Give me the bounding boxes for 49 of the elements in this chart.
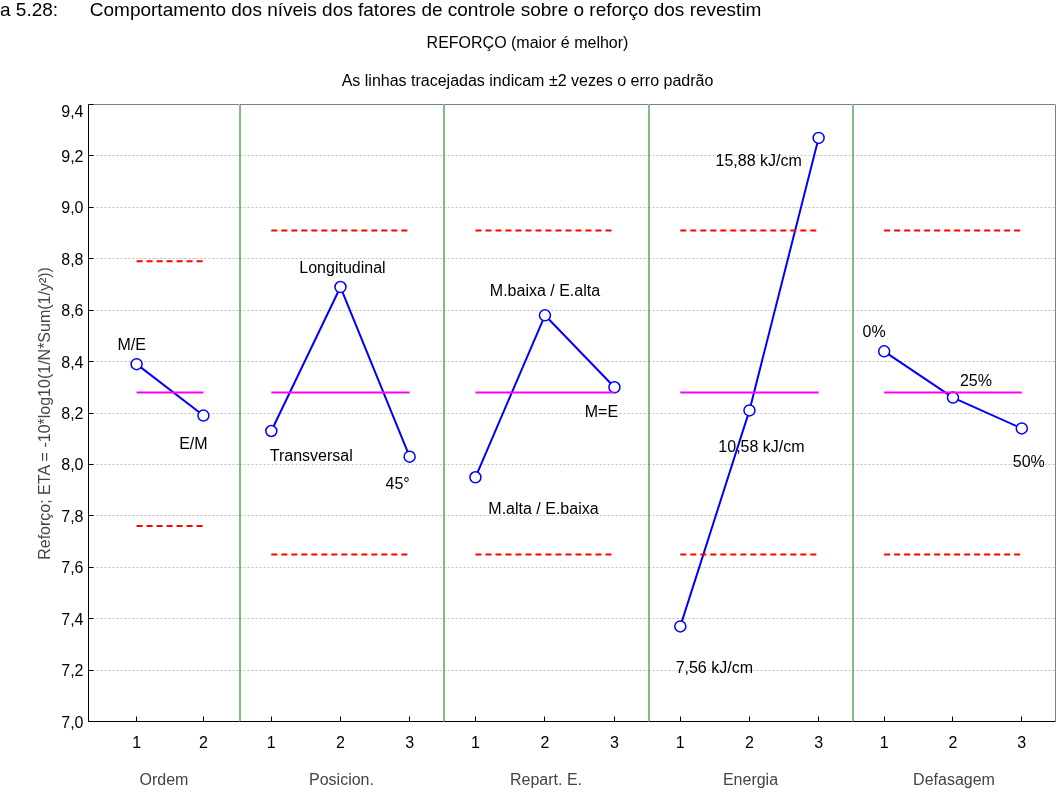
y-tick-label: 9,4: [61, 102, 84, 120]
y-tick-label: 8,4: [61, 353, 84, 371]
x-tick-label: 1: [471, 733, 481, 751]
x-tick-label: 3: [405, 733, 415, 751]
y-tick-label: 9,2: [61, 147, 84, 165]
x-tick-label: 1: [266, 733, 276, 751]
x-tick-label: 2: [948, 733, 958, 751]
y-axis-title: Reforço; ETA = -10*log10(1/N*Sum(1/y²)): [36, 267, 54, 560]
annotation: E/M: [179, 435, 208, 453]
x-tick-label: 3: [610, 733, 619, 751]
x-tick-label: 2: [336, 733, 346, 751]
x-axis-title: Energia: [722, 770, 779, 788]
y-tick-label: 8,0: [61, 456, 84, 474]
y-tick-label: 7,4: [61, 610, 84, 628]
y-tick-label: 9,0: [61, 199, 84, 217]
annotation: M.baixa / E.alta: [489, 281, 601, 299]
annotation: M=E: [584, 402, 619, 420]
y-tick-label: 8,2: [61, 405, 84, 422]
y-tick-label: 7,2: [61, 662, 84, 680]
x-tick-label: 2: [745, 733, 755, 751]
x-tick-label: 1: [132, 733, 142, 751]
x-tick-label: 2: [198, 733, 208, 751]
chart-subtitle: As linhas tracejadas indicam ±2 vezes o erro padrão: [340, 71, 715, 91]
x-axis-title: Posicion.: [309, 770, 374, 788]
x-tick-label: 2: [540, 733, 550, 751]
annotation: 7,56 kJ/cm: [675, 658, 753, 676]
x-tick-label: 3: [1017, 733, 1027, 751]
x-axis-title: Defasagem: [913, 770, 995, 788]
x-axis-title: Ordem: [139, 770, 189, 788]
y-tick-label: 7,8: [61, 507, 84, 525]
x-tick-label: 1: [879, 733, 889, 751]
chart-title: REFORÇO (maior é melhor): [425, 33, 630, 53]
y-tick-label: 8,8: [61, 250, 84, 268]
annotation: 0%: [862, 322, 886, 340]
annotation: 45°: [385, 475, 410, 493]
annotation: Longitudinal: [299, 258, 386, 276]
annotation: M/E: [117, 335, 146, 353]
y-tick-label: 8,6: [61, 302, 84, 320]
x-tick-label: 1: [675, 733, 685, 751]
x-tick-label: 3: [814, 733, 824, 751]
annotation: M.alta / E.baixa: [488, 499, 599, 517]
x-axis-title: Repart. E.: [509, 770, 583, 788]
y-tick-label: 7,0: [61, 713, 84, 731]
annotation: Transversal: [269, 447, 353, 465]
text: a 5.28: Comportamento dos níveis dos fatores de controle sobre o reforço dos revestim: [0, 0, 763, 22]
annotation: 50%: [1012, 452, 1045, 470]
annotation: 25%: [959, 372, 992, 390]
y-tick-label: 7,6: [61, 559, 84, 577]
annotation: 15,88 kJ/cm: [715, 152, 802, 170]
